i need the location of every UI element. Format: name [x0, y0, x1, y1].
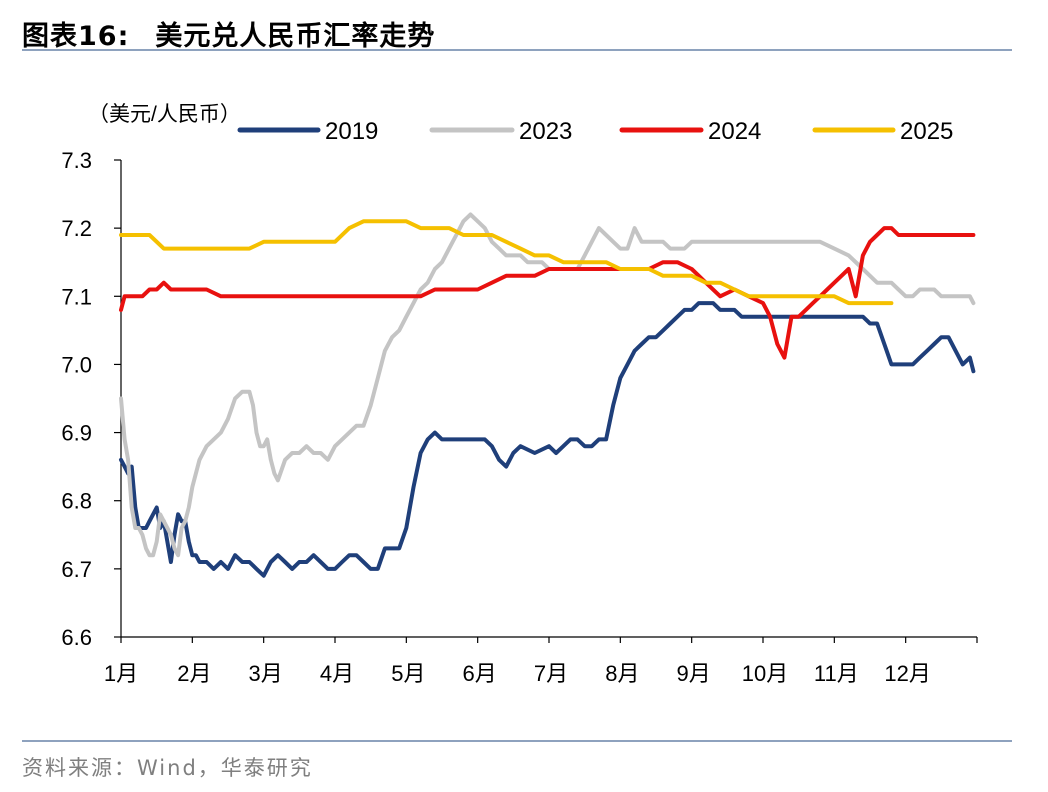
legend-label-2024: 2024	[708, 118, 761, 145]
legend-label-2023: 2023	[519, 118, 572, 145]
chart-axes: 6.6 6.7 6.8 6.9 7.0 7.1 7.2 7.3 1月 2月 3月 4月 5月 6月 7月 8月…	[61, 148, 978, 686]
figure-title: 图表16: 美元兑人民币汇率走势	[22, 14, 435, 53]
x-tick-label: 10月	[742, 661, 788, 686]
chart-legend: 2019 2023 2024 2025	[237, 118, 953, 145]
figure-title-text: 美元兑人民币汇率走势	[155, 21, 436, 52]
series-line-2024	[119, 226, 976, 360]
x-tick-label: 3月	[249, 661, 283, 686]
series-line-2025	[119, 219, 894, 306]
source-note: 资料来源：Wind，华泰研究	[22, 756, 313, 780]
x-tick-label: 8月	[605, 661, 639, 686]
y-tick-label: 6.9	[61, 421, 92, 446]
top-rule	[22, 49, 1012, 51]
x-tick-label: 11月	[814, 661, 859, 686]
figure-label: 图表16:	[22, 21, 130, 52]
y-tick-label: 6.6	[61, 625, 92, 650]
y-tick-label: 7.1	[61, 284, 92, 309]
bottom-rule	[22, 740, 1012, 742]
series-line-2023	[119, 212, 976, 558]
x-tick-label: 12月	[884, 661, 930, 686]
y-tick-label: 7.3	[61, 148, 92, 173]
x-tick-label: 4月	[320, 661, 354, 686]
y-tick-label: 6.7	[61, 557, 92, 582]
legend-label-2025: 2025	[900, 118, 953, 145]
x-tick-label: 9月	[677, 661, 711, 686]
series-line-2019	[119, 301, 976, 578]
x-tick-label: 5月	[391, 661, 425, 686]
x-tick-label: 6月	[463, 661, 497, 686]
chart-series	[119, 212, 976, 578]
y-unit-label: （美元/人民币）	[88, 103, 241, 126]
x-tick-label: 1月	[104, 661, 138, 686]
y-tick-label: 6.8	[61, 489, 92, 514]
x-tick-label: 2月	[177, 661, 211, 686]
y-tick-label: 7.0	[61, 352, 92, 377]
x-tick-label: 7月	[534, 661, 568, 686]
y-tick-label: 7.2	[61, 216, 92, 241]
legend-label-2019: 2019	[325, 118, 378, 145]
